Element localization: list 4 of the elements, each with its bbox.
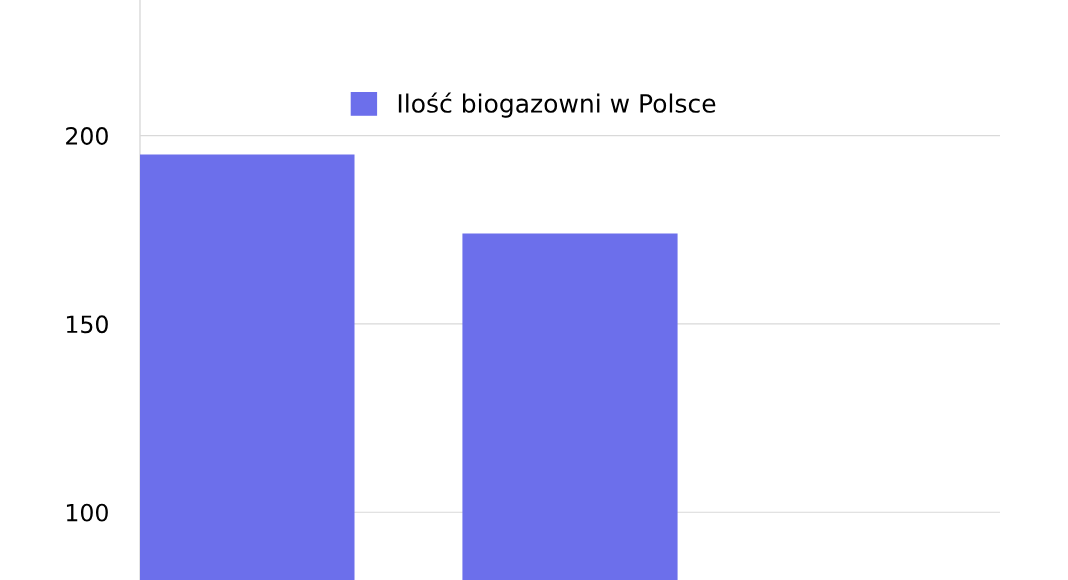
y-tick-label: 100 bbox=[66, 503, 108, 522]
y-tick-label: 200 bbox=[66, 127, 108, 145]
legend-label: Ilość biogazowni w Polsce bbox=[398, 92, 716, 118]
y-tick-label: 150 bbox=[66, 315, 108, 334]
